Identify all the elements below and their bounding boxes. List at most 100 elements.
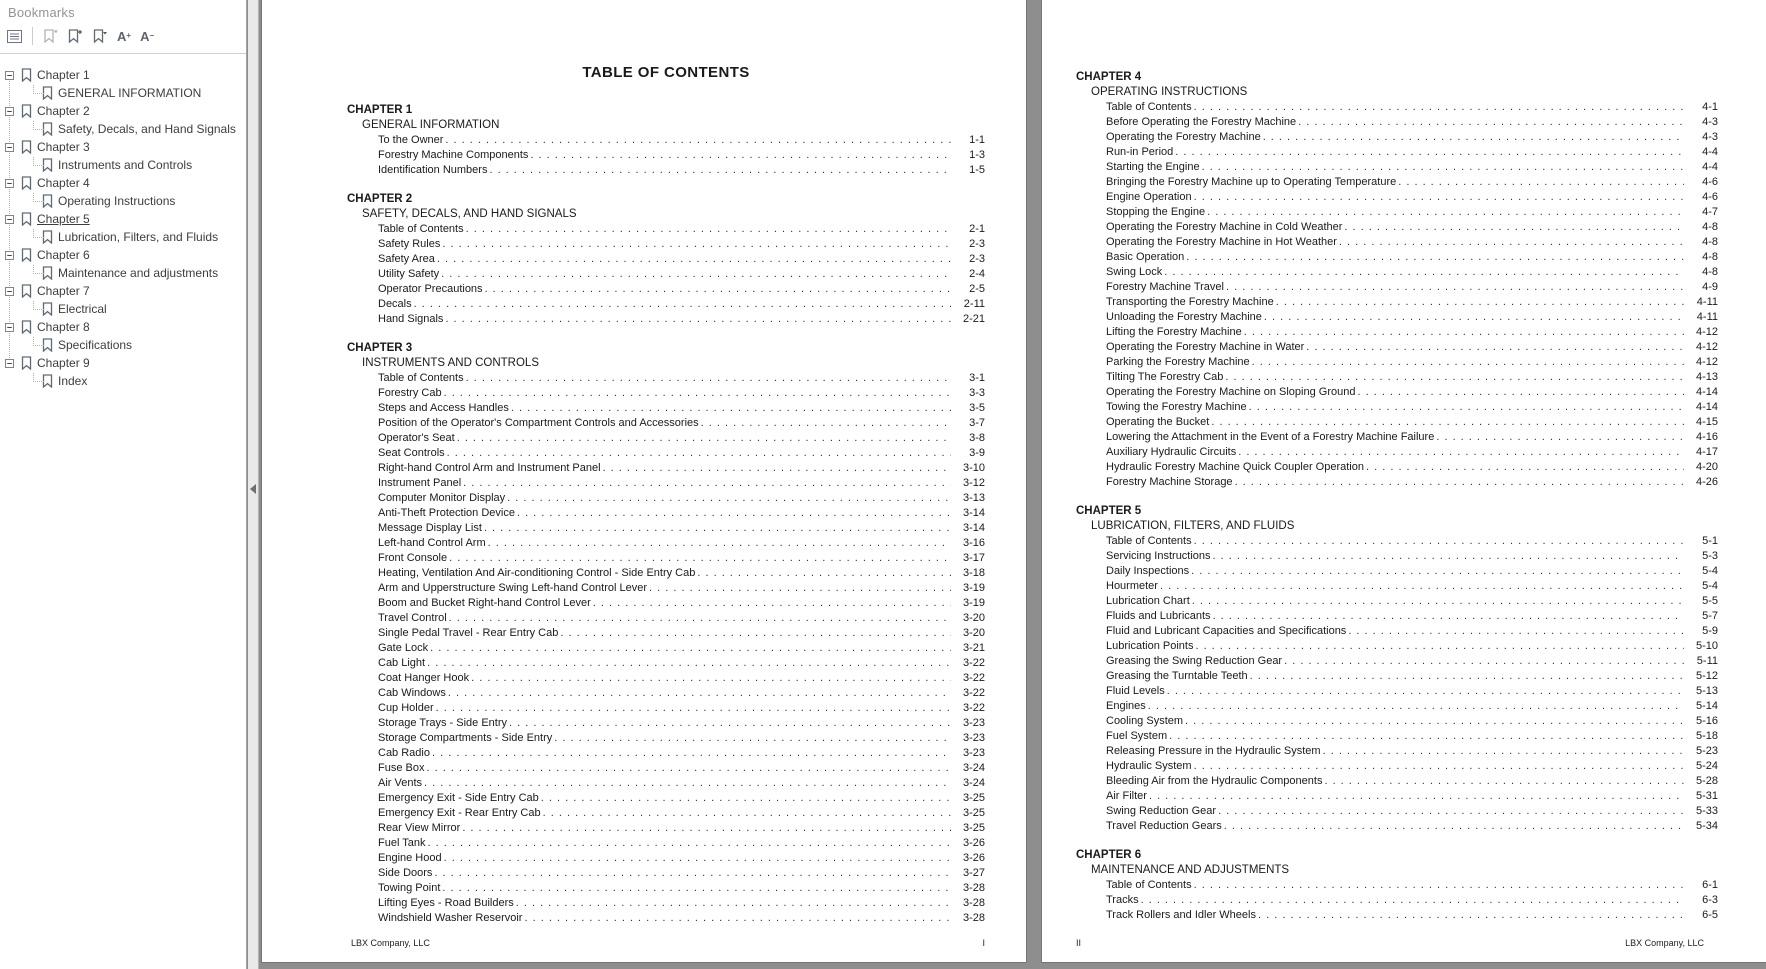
dot-leader: . . . . . . . . . . . . . . . . . . . . … [1185,715,1684,727]
bookmark-chapter-label[interactable]: Chapter 4 [37,176,90,190]
toc-entry-title: Air Filter [1106,790,1147,802]
toc-entry: Table of Contents . . . . . . . . . . . … [1106,100,1718,115]
collapse-node-icon[interactable] [5,70,14,80]
bookmark-section[interactable]: Lubrication, Filters, and Fluids [0,228,246,246]
toc-entry-page: 2-3 [969,253,985,265]
collapse-node-icon[interactable] [5,322,14,332]
collapse-node-icon[interactable] [5,142,14,152]
bookmark-chapter[interactable]: Chapter 1 [0,66,246,84]
toc-entry: Greasing the Turntable Teeth . . . . . .… [1106,669,1718,684]
bookmark-section-label[interactable]: Specifications [58,338,133,352]
new-bookmark-disabled-icon[interactable] [42,28,58,44]
toc-entry-title: Fluid Levels [1106,685,1165,697]
bookmark-icon [20,320,33,335]
toc-entry-page: 5-34 [1695,820,1718,832]
increase-text-size-icon[interactable]: A + [117,28,132,44]
bookmark-chapter[interactable]: Chapter 6 [0,246,246,264]
dot-leader: . . . . . . . . . . . . . . . . . . . . … [1348,625,1684,637]
toc-entry: Forestry Machine Components . . . . . . … [378,148,985,163]
toc-entry-title: Hourmeter [1106,580,1158,592]
collapse-node-icon[interactable] [5,214,14,224]
bookmark-chapter[interactable]: Chapter 4 [0,174,246,192]
bookmark-section-label[interactable]: Index [58,374,88,388]
bookmark-icon [41,158,54,173]
bookmark-section[interactable]: Specifications [0,336,246,354]
toc-entry: Gate Lock . . . . . . . . . . . . . . . … [378,641,985,656]
toc-entry-page: 2-3 [969,238,985,250]
bookmark-section-label[interactable]: Operating Instructions [58,194,176,208]
toc-entry: Run-in Period . . . . . . . . . . . . . … [1106,145,1718,160]
collapse-node-icon[interactable] [5,178,14,188]
add-bookmark-icon[interactable] [67,28,83,44]
dot-leader: . . . . . . . . . . . . . . . . . . . . … [509,717,951,729]
toc-entry-title: Hydraulic Forestry Machine Quick Coupler… [1106,461,1364,473]
toc-entry: Lubrication Points . . . . . . . . . . .… [1106,639,1718,654]
toc-entry-page: 3-24 [962,777,985,789]
toc-entry-title: Engine Operation [1106,191,1192,203]
collapse-panel-button[interactable] [250,484,256,494]
toc-entry: Boom and Bucket Right-hand Control Lever… [378,596,985,611]
bookmark-section-label[interactable]: Maintenance and adjustments [58,266,219,280]
toc-entry-title: Auxiliary Hydraulic Circuits [1106,446,1237,458]
collapse-node-icon[interactable] [5,286,14,296]
dot-leader: . . . . . . . . . . . . . . . . . . . . … [1298,116,1684,128]
toc-entry-page: 1-5 [969,164,985,176]
toc-entry-title: Lifting Eyes - Road Builders [378,897,514,909]
collapse-node-icon[interactable] [5,250,14,260]
bookmark-section-label[interactable]: Safety, Decals, and Hand Signals [58,122,236,136]
toc-entry-title: Coat Hanger Hook [378,672,470,684]
bookmark-chapter[interactable]: Chapter 8 [0,318,246,336]
collapse-node-icon[interactable] [5,358,14,368]
bookmark-chapter[interactable]: Chapter 5 [0,210,246,228]
toc-entry-page: 3-17 [962,552,985,564]
toc-entry-title: Starting the Engine [1106,161,1200,173]
bookmark-section-label[interactable]: Electrical [58,302,107,316]
toc-entry-page: 3-16 [962,537,985,549]
bookmark-options-icon[interactable] [92,28,108,44]
bookmark-section[interactable]: Maintenance and adjustments [0,264,246,282]
bookmark-section-label[interactable]: GENERAL INFORMATION [58,86,202,100]
panel-splitter[interactable] [248,0,259,969]
bookmark-chapter-label[interactable]: Chapter 8 [37,320,90,334]
bookmark-chapter-label[interactable]: Chapter 1 [37,68,90,82]
bookmark-chapter-label[interactable]: Chapter 6 [37,248,90,262]
toc-entry-title: Lifting the Forestry Machine [1106,326,1242,338]
toc-entry-page: 5-16 [1695,715,1718,727]
bookmark-chapter[interactable]: Chapter 2 [0,102,246,120]
chapter-section-title: LUBRICATION, FILTERS, AND FLUIDS [1091,520,1295,532]
toc-entry-title: Windshield Washer Reservoir [378,912,523,924]
decrease-text-size-icon[interactable]: A − [140,28,155,44]
toc-entry-title: Fuel Tank [378,837,426,849]
bookmark-chapter[interactable]: Chapter 9 [0,354,246,372]
bookmark-section[interactable]: Safety, Decals, and Hand Signals [0,120,246,138]
toc-entry: Towing the Forestry Machine . . . . . . … [1106,400,1718,415]
bookmark-section-label[interactable]: Instruments and Controls [58,158,193,172]
dot-leader: . . . . . . . . . . . . . . . . . . . . … [462,822,951,834]
bookmark-section[interactable]: Index [0,372,246,390]
bookmark-chapter[interactable]: Chapter 3 [0,138,246,156]
toc-entry-title: Tilting The Forestry Cab [1106,371,1224,383]
bookmark-section[interactable]: Instruments and Controls [0,156,246,174]
toc-entry-title: Daily Inspections [1106,565,1190,577]
bookmark-section[interactable]: GENERAL INFORMATION [0,84,246,102]
toc-entry-page: 4-3 [1702,116,1718,128]
collapse-node-icon[interactable] [5,106,14,116]
bookmark-section[interactable]: Operating Instructions [0,192,246,210]
bookmark-section-label[interactable]: Lubrication, Filters, and Fluids [58,230,219,244]
toc-entry: Travel Control . . . . . . . . . . . . .… [378,611,985,626]
panel-options-icon[interactable] [6,29,23,44]
bookmark-chapter-label[interactable]: Chapter 5 [37,212,90,226]
toc-entry-title: Hand Signals [378,313,444,325]
toc-entry: Computer Monitor Display . . . . . . . .… [378,491,985,506]
toc-entry-title: Before Operating the Forestry Machine [1106,116,1297,128]
bookmark-chapter-label[interactable]: Chapter 2 [37,104,90,118]
bookmark-chapter-label[interactable]: Chapter 3 [37,140,90,154]
toc-entry-page: 4-1 [1702,101,1718,113]
bookmark-icon [41,374,54,389]
bookmark-chapter-label[interactable]: Chapter 9 [37,356,90,370]
bookmark-section[interactable]: Electrical [0,300,246,318]
bookmark-chapter[interactable]: Chapter 7 [0,282,246,300]
bookmark-chapter-label[interactable]: Chapter 7 [37,284,90,298]
dot-leader: . . . . . . . . . . . . . . . . . . . . … [1243,326,1684,338]
toc-entry: Towing Point . . . . . . . . . . . . . .… [378,881,985,896]
